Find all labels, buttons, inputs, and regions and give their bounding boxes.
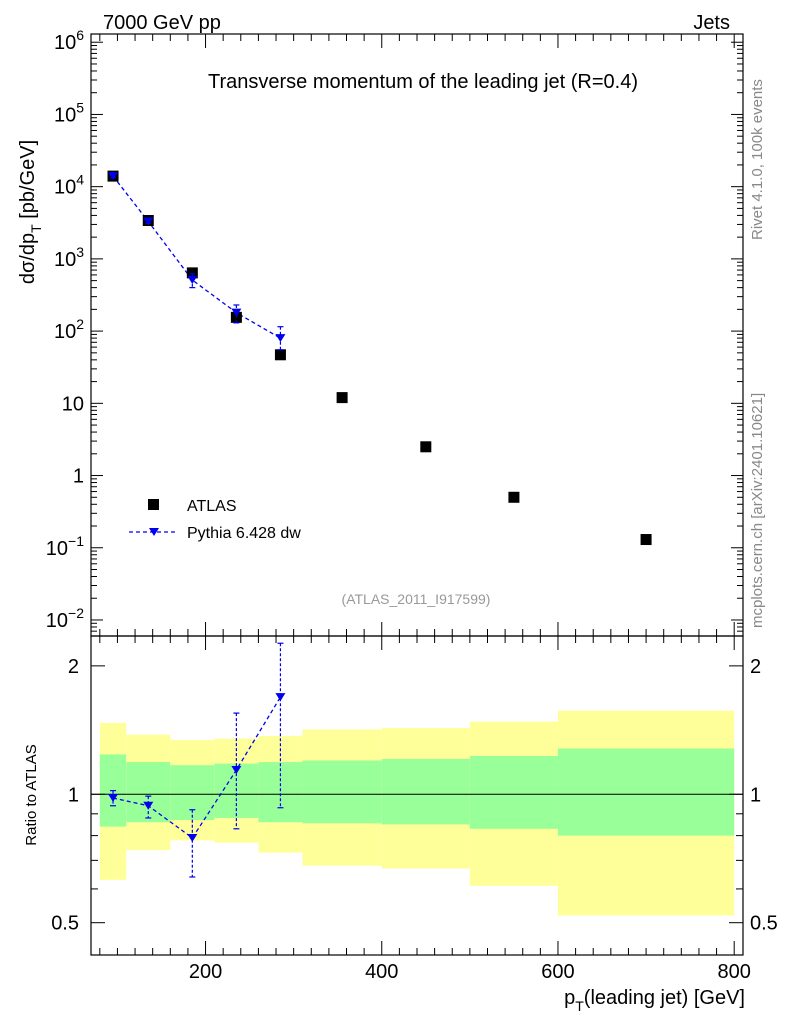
y-tick-label-base: 10 (54, 321, 76, 343)
mc-point (275, 334, 286, 343)
y-tick-label-base: 10 (54, 104, 76, 126)
y-tick-label-exp: 4 (76, 172, 84, 188)
y-tick-label: 104 (54, 172, 84, 199)
header-process: 7000 GeV pp (103, 12, 221, 34)
y-tick-label: 102 (54, 316, 84, 343)
y-label-main: dσ/dp (17, 233, 39, 284)
ratio-mc-point (187, 833, 198, 842)
y-tick-label-exp: 2 (76, 316, 84, 332)
y-tick-label-exp: −2 (68, 605, 84, 621)
ratio-y-label: Ratio to ATLAS (23, 744, 40, 845)
x-tick-label: 600 (541, 961, 574, 983)
y-tick-label-exp: −1 (68, 533, 84, 549)
atlas-point (186, 267, 198, 279)
rivet-text: Rivet 4.1.0, 100k events (749, 79, 766, 240)
ratio-y-tick-label-right: 2 (750, 656, 761, 678)
y-tick-label-base: 10 (54, 249, 76, 271)
ratio-y-tick-label-left: 0.5 (51, 913, 79, 935)
ratio-y-axis-label: Ratio to ATLAS (23, 744, 40, 845)
ratio-mc-point (231, 766, 242, 775)
rivet-info: Rivet 4.1.0, 100k events (749, 79, 766, 240)
ratio-uncertainty-bands (99, 710, 735, 916)
y-tick-label-base: 10 (46, 610, 68, 632)
x-tick-label: 200 (189, 961, 222, 983)
mcplots-text: mcplots.cern.ch [arXiv:2401.10621] (749, 393, 766, 628)
y-tick-label-exp: 6 (76, 27, 84, 43)
ratio-y-tick-label-right: 1 (750, 784, 761, 806)
y-tick-label: 10−1 (46, 533, 84, 560)
y-tick-label-base: 10 (54, 177, 76, 199)
mc-line (112, 175, 281, 339)
legend: ATLAS Pythia 6.428 dw (129, 498, 301, 542)
y-tick-label-base: 10 (54, 32, 76, 54)
y-tick-label-exp: 5 (76, 99, 84, 115)
ratio-y-tick-label-left: 2 (68, 656, 79, 678)
chart-title: Transverse momentum of the leading jet (… (208, 71, 638, 93)
ratio-band-inner-4 (258, 762, 303, 823)
ratio-mc-point (275, 693, 286, 702)
analysis-tag: (ATLAS_2011_I917599) (342, 591, 491, 607)
y-label-unit: [pb/GeV] (17, 140, 39, 225)
y-tick-label-exp: 3 (76, 244, 84, 260)
ratio-band-inner-6 (381, 758, 470, 825)
legend-label-mc: Pythia 6.428 dw (187, 525, 301, 542)
atlas-point (420, 441, 432, 453)
x-label-main: p (564, 987, 575, 1009)
y-tick-label: 106 (54, 27, 84, 54)
mcplots-info: mcplots.cern.ch [arXiv:2401.10621] (749, 393, 766, 628)
mc-point (231, 308, 242, 317)
y-tick-label: 1 (73, 466, 84, 488)
y-tick-label: 103 (54, 244, 84, 271)
y-tick-label-base: 1 (73, 466, 84, 488)
ratio-series (108, 642, 286, 878)
x-tick-label: 800 (718, 961, 751, 983)
main-series (107, 170, 652, 546)
ratio-band-inner-8 (557, 748, 735, 836)
x-tick-label: 400 (365, 961, 398, 983)
legend-label-atlas: ATLAS (187, 498, 237, 515)
y-tick-label: 10−2 (46, 605, 84, 632)
x-axis-label: pT(leading jet) [GeV] (564, 987, 745, 1014)
ratio-mc-line (112, 696, 281, 839)
y-tick-label-base: 10 (46, 538, 68, 560)
ratio-band-inner-5 (302, 760, 382, 824)
ratio-band-inner-7 (469, 755, 558, 829)
y-tick-label-base: 10 (62, 393, 84, 415)
y-tick-label: 105 (54, 99, 84, 126)
atlas-point (274, 349, 286, 361)
ratio-y-tick-label-right: 0.5 (750, 913, 778, 935)
header-category: Jets (693, 12, 730, 34)
x-label-rest: (leading jet) [GeV] (584, 987, 745, 1009)
atlas-point (336, 392, 348, 404)
y-label-sub: T (28, 224, 44, 233)
y-axis-label: dσ/dpT [pb/GeV] (17, 140, 44, 284)
mc-point (108, 172, 119, 181)
ratio-mc-point (143, 801, 154, 810)
y-tick-label: 10 (62, 393, 84, 415)
mc-point (187, 276, 198, 285)
atlas-point (640, 534, 652, 546)
atlas-point (508, 491, 520, 503)
x-label-sub: T (575, 998, 584, 1014)
mc-point (143, 217, 154, 226)
ratio-mc-point (108, 794, 119, 803)
legend-marker-atlas (148, 499, 159, 510)
main-frame (90, 33, 744, 637)
svg-text:dσ/dpT [pb/GeV]: dσ/dpT [pb/GeV] (17, 140, 44, 284)
legend-marker-mc (149, 528, 159, 536)
ratio-y-tick-label-left: 1 (68, 784, 79, 806)
